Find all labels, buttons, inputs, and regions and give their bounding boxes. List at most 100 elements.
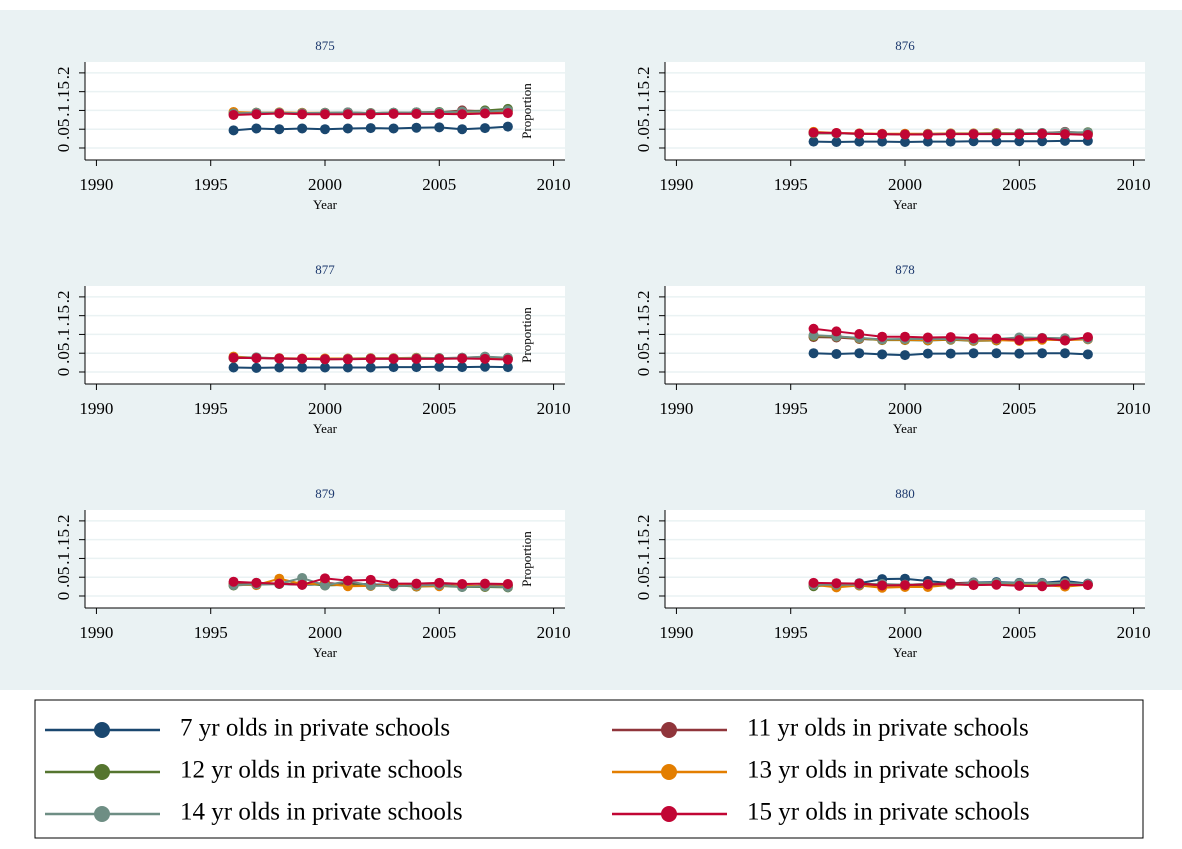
x-axis-label: Year: [313, 645, 338, 660]
point: [1014, 335, 1025, 346]
point: [342, 362, 353, 373]
x-axis-label: Year: [893, 645, 918, 660]
point: [945, 578, 956, 589]
point: [1037, 348, 1048, 359]
point: [922, 129, 933, 140]
x-tick-label: 1995: [774, 623, 808, 642]
point: [991, 579, 1002, 590]
point: [388, 353, 399, 364]
panel-title: 877: [315, 262, 335, 277]
point: [945, 348, 956, 359]
point: [297, 353, 308, 364]
point: [877, 136, 888, 147]
y-tick-label: 0: [54, 144, 73, 153]
point: [457, 578, 468, 589]
panel-title: 878: [895, 262, 915, 277]
y-tick-label: 0: [634, 368, 653, 377]
x-tick-label: 2010: [1117, 399, 1151, 418]
point: [320, 573, 330, 584]
point: [480, 108, 490, 119]
point: [411, 578, 422, 589]
x-tick-label: 2010: [1117, 623, 1151, 642]
point: [1037, 333, 1048, 344]
x-tick-label: 2000: [308, 623, 342, 642]
point: [342, 575, 353, 586]
y-tick-label: .1: [634, 104, 653, 117]
point: [274, 353, 285, 364]
x-tick-label: 2005: [1002, 399, 1036, 418]
x-tick-label: 1995: [194, 399, 228, 418]
y-tick-label: .2: [54, 515, 73, 528]
point: [900, 350, 910, 361]
panel-title: 880: [895, 486, 915, 501]
point: [1082, 580, 1093, 591]
point: [480, 361, 490, 372]
point: [388, 123, 399, 134]
x-tick-label: 1995: [194, 175, 228, 194]
legend-marker: [94, 806, 110, 822]
panel-title: 875: [315, 38, 335, 53]
point: [411, 353, 422, 364]
y-tick-label: .15: [54, 305, 73, 326]
point: [1014, 129, 1025, 140]
point: [320, 124, 330, 135]
point: [808, 577, 819, 588]
x-tick-label: 2005: [1002, 175, 1036, 194]
x-axis-label: Year: [893, 421, 918, 436]
y-axis-label: Proportion: [519, 307, 534, 363]
x-tick-label: 2005: [1002, 623, 1036, 642]
point: [411, 122, 422, 133]
point: [877, 580, 888, 591]
point: [342, 109, 353, 120]
y-tick-label: .05: [634, 343, 653, 364]
point: [434, 122, 445, 133]
legend-marker: [661, 722, 677, 738]
x-tick-label: 2000: [308, 399, 342, 418]
point: [297, 109, 308, 120]
point: [900, 331, 910, 342]
point: [502, 121, 513, 132]
y-tick-label: 0: [634, 592, 653, 601]
point: [502, 108, 513, 119]
point: [274, 578, 285, 589]
y-tick-label: .05: [54, 343, 73, 364]
x-tick-label: 2010: [537, 623, 571, 642]
point: [900, 129, 910, 140]
point: [251, 123, 262, 134]
point: [365, 362, 376, 373]
x-tick-label: 1990: [79, 175, 113, 194]
point: [388, 108, 399, 119]
y-tick-label: .1: [54, 552, 73, 565]
point: [945, 129, 956, 140]
x-tick-label: 1990: [659, 399, 693, 418]
y-tick-label: .15: [54, 81, 73, 102]
point: [480, 578, 490, 589]
point: [808, 136, 819, 147]
point: [320, 354, 330, 365]
legend-label: 13 yr olds in private schools: [747, 757, 1030, 784]
x-tick-label: 2010: [1117, 175, 1151, 194]
point: [991, 136, 1002, 147]
y-tick-label: .2: [634, 515, 653, 528]
y-tick-label: .1: [634, 328, 653, 341]
point: [434, 108, 445, 119]
legend-marker: [661, 764, 677, 780]
legend-label: 7 yr olds in private schools: [180, 715, 450, 742]
legend-label: 14 yr olds in private schools: [180, 799, 463, 826]
point: [342, 354, 353, 365]
x-tick-label: 1990: [79, 623, 113, 642]
point: [434, 577, 445, 588]
point: [320, 109, 330, 120]
point: [968, 580, 979, 591]
y-tick-label: 0: [54, 592, 73, 601]
point: [854, 578, 865, 589]
y-axis-label: Proportion: [519, 531, 534, 587]
point: [388, 362, 399, 373]
x-tick-label: 2010: [537, 399, 571, 418]
point: [991, 129, 1002, 140]
point: [1082, 129, 1093, 140]
point: [365, 123, 376, 134]
point: [854, 348, 865, 359]
point: [1014, 348, 1025, 359]
